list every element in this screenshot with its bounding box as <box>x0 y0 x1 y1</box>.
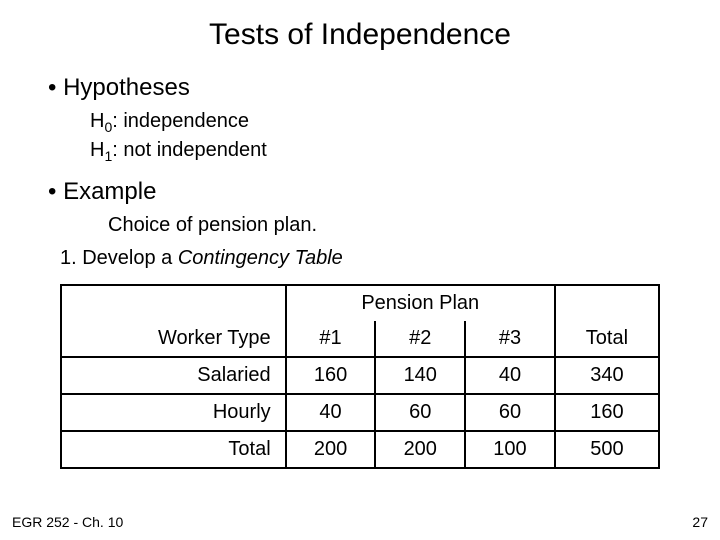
step-1: 1. Develop a Contingency Table <box>60 247 690 270</box>
example-text: Choice of pension plan. <box>108 214 690 237</box>
cell: 60 <box>465 394 555 431</box>
h0-text: : independence <box>112 110 249 132</box>
table-header-row-1: Worker Type Pension Plan Total <box>61 285 659 321</box>
total-column-header: Total <box>555 285 659 357</box>
cell: 40 <box>465 357 555 394</box>
contingency-table-wrap: Worker Type Pension Plan Total #1 #2 #3 … <box>60 284 660 469</box>
cell: 160 <box>286 357 376 394</box>
page-title: Tests of Independence <box>30 18 690 52</box>
table-row: Salaried 160 140 40 340 <box>61 357 659 394</box>
step1-italic: Contingency Table <box>178 247 343 269</box>
table-row: Hourly 40 60 60 160 <box>61 394 659 431</box>
h1-symbol: H <box>90 139 104 161</box>
row-label: Total <box>61 431 286 468</box>
footer-course: EGR 252 - Ch. 10 <box>12 514 123 530</box>
contingency-table: Worker Type Pension Plan Total #1 #2 #3 … <box>60 284 660 469</box>
h0-symbol: H <box>90 110 104 132</box>
bullet-hypotheses: Hypotheses <box>48 74 690 102</box>
cell-total: 500 <box>555 431 659 468</box>
hypothesis-h1: H1: not independent <box>90 139 690 164</box>
h1-text: : not independent <box>112 139 267 161</box>
cell: 60 <box>375 394 465 431</box>
col-3-header: #3 <box>465 321 555 357</box>
col-1-header: #1 <box>286 321 376 357</box>
cell: 40 <box>286 394 376 431</box>
col-2-header: #2 <box>375 321 465 357</box>
row-label: Salaried <box>61 357 286 394</box>
footer-page-number: 27 <box>692 514 708 530</box>
cell: 140 <box>375 357 465 394</box>
cell: 200 <box>286 431 376 468</box>
row-header-label: Worker Type <box>61 285 286 357</box>
cell-total: 340 <box>555 357 659 394</box>
step1-prefix: 1. Develop a <box>60 247 178 269</box>
pension-plan-header: Pension Plan <box>286 285 555 321</box>
table-row: Total 200 200 100 500 <box>61 431 659 468</box>
row-label: Hourly <box>61 394 286 431</box>
cell: 200 <box>375 431 465 468</box>
bullet-example: Example <box>48 178 690 206</box>
cell-total: 160 <box>555 394 659 431</box>
cell: 100 <box>465 431 555 468</box>
hypothesis-h0: H0: independence <box>90 110 690 135</box>
